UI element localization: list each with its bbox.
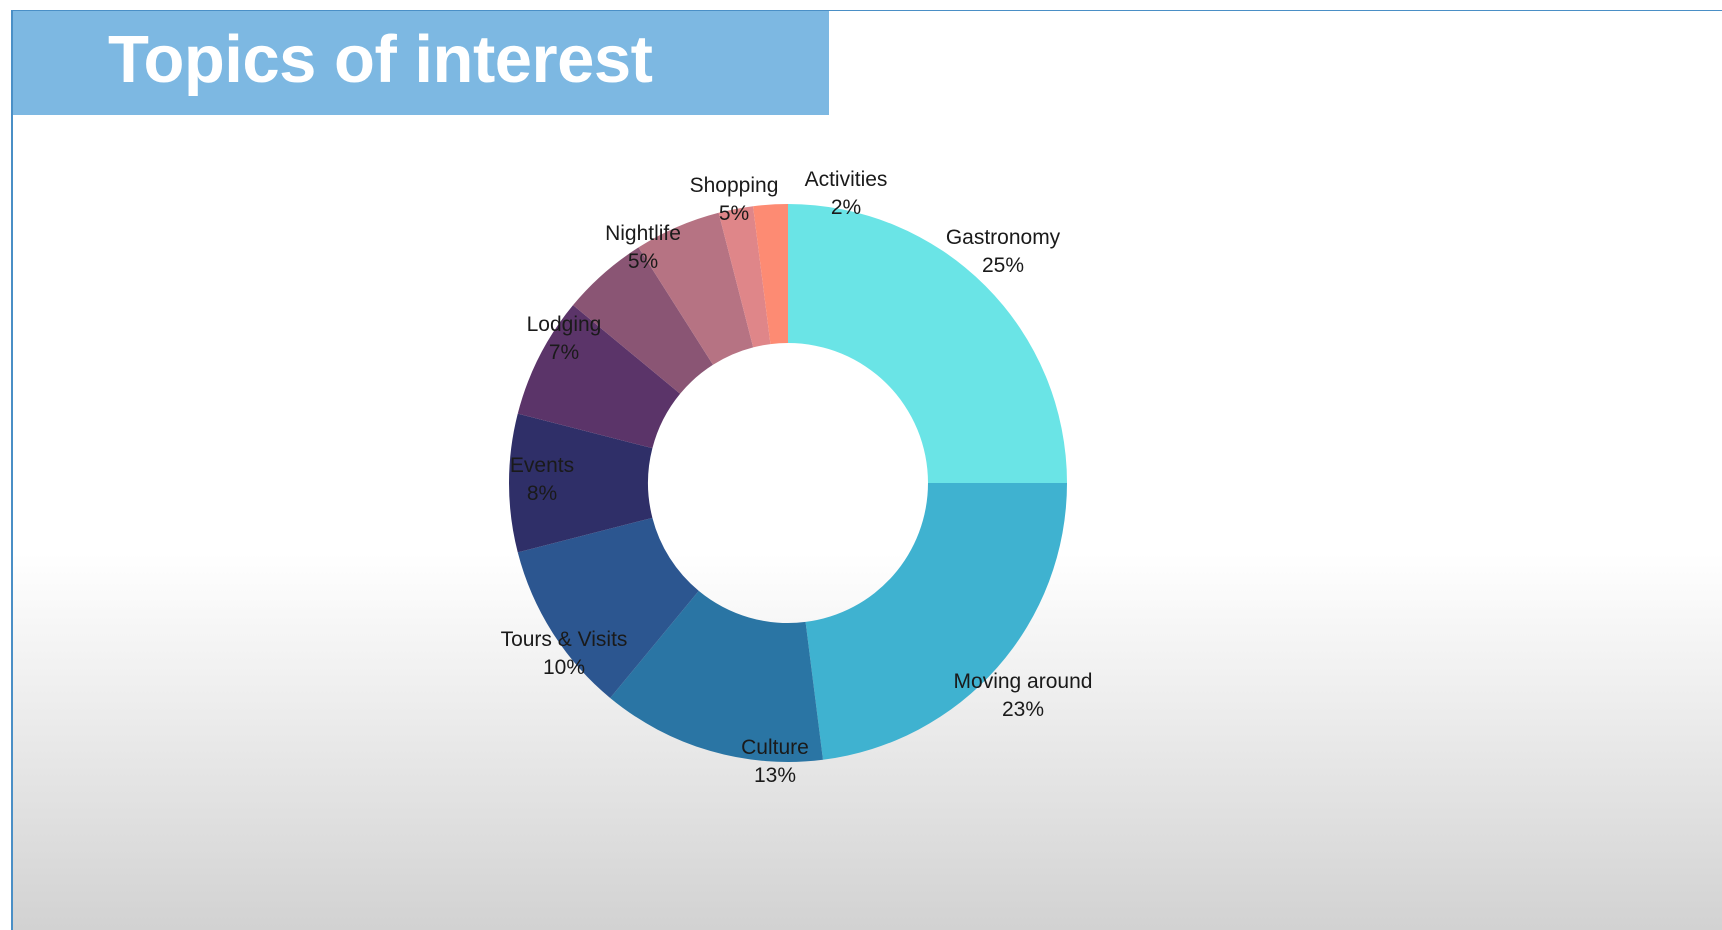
slide-title: Topics of interest [108, 22, 653, 97]
slice-events [508, 413, 653, 553]
slice-nightlife [573, 247, 713, 394]
title-bar: Topics of interest [13, 11, 829, 115]
slide: Topics of interest Gastronomy 25% Moving a… [11, 10, 1722, 930]
label-moving-around: Moving around [954, 670, 1093, 693]
donut-slices [508, 204, 1067, 762]
label-gastronomy: Gastronomy [946, 226, 1061, 249]
slice-moving-around [805, 483, 1067, 760]
percent-shopping: 5% [719, 202, 749, 225]
slice-activities [753, 204, 788, 345]
donut-labels: Gastronomy 25% Moving around 23% Culture 13% T… [501, 168, 1093, 787]
slice-lodging [517, 305, 681, 449]
label-tours-visits: Tours & Visits [501, 628, 628, 651]
slice-culture [610, 590, 823, 762]
percent-moving-around: 23% [1002, 698, 1044, 721]
percent-lodging: 7% [549, 341, 579, 364]
slice-shopping [638, 212, 754, 365]
label-events: Events [510, 454, 574, 477]
donut-chart: Gastronomy 25% Moving around 23% Culture 13% T… [501, 168, 1093, 787]
percent-events: 8% [527, 482, 557, 505]
label-shopping: Shopping [690, 174, 779, 197]
label-lodging: Lodging [527, 313, 602, 336]
slice-tours-visits [517, 517, 699, 698]
label-nightlife: Nightlife [605, 222, 681, 245]
percent-culture: 13% [754, 764, 796, 787]
label-culture: Culture [741, 736, 809, 759]
label-activities: Activities [805, 168, 888, 191]
percent-activities: 2% [831, 196, 861, 219]
slice-gastronomy [788, 204, 1067, 483]
percent-tours-visits: 10% [543, 656, 585, 679]
percent-nightlife: 5% [628, 250, 658, 273]
percent-gastronomy: 25% [982, 254, 1024, 277]
slice-unlabeled [718, 206, 771, 348]
